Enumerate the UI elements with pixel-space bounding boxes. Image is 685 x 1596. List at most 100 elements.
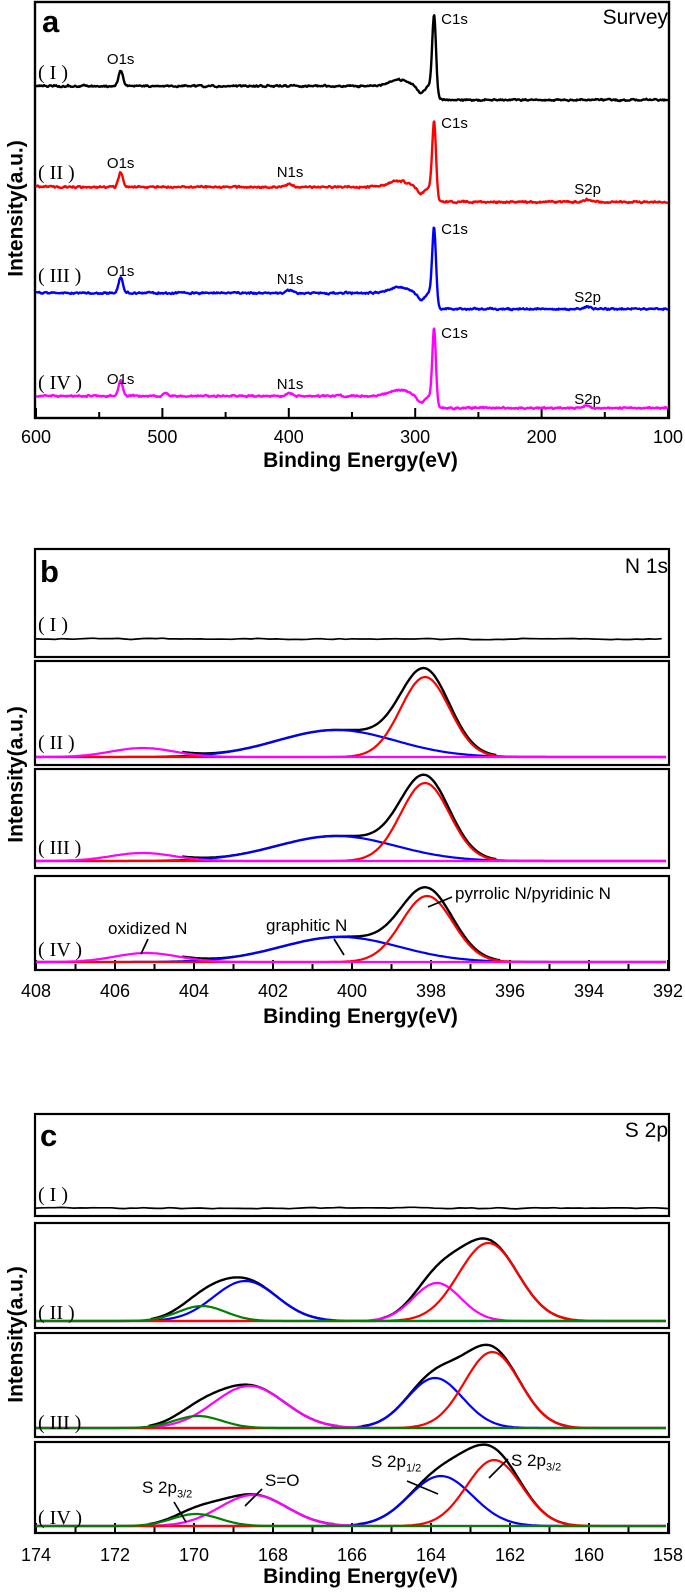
panel-frame <box>33 547 671 659</box>
peak-label: O1s <box>106 51 135 68</box>
panel-c-y-axis-title: Intensity(a.u.) <box>4 1266 28 1403</box>
series-label: ( I ) <box>38 62 68 84</box>
fit-component-curve <box>36 728 666 759</box>
panel-b-x-axis-title: Binding Energy(eV) <box>263 1005 458 1028</box>
panel-c-title: S 2p <box>624 1119 668 1142</box>
x-tick-label: 404 <box>178 981 210 1001</box>
series-label: ( II ) <box>38 732 75 754</box>
annotation-subscript: 3/2 <box>545 1461 562 1474</box>
pointer-line <box>406 1480 439 1495</box>
panel-frame <box>33 1112 671 1218</box>
fit-component-curve <box>36 1376 666 1430</box>
annotation: S 2p3/2 <box>511 1452 561 1473</box>
panel-frame <box>33 1331 671 1439</box>
series-label: ( III ) <box>38 837 82 859</box>
fit-component-curve <box>36 1350 666 1430</box>
x-tick-label: 100 <box>652 427 684 447</box>
panel-c-letter: c <box>40 1118 58 1153</box>
panel-frame <box>33 659 671 767</box>
fit-component-curve <box>36 1512 666 1528</box>
annotation-text: oxidized N <box>108 919 188 938</box>
x-tick-label: 300 <box>400 427 431 447</box>
peak-label: C1s <box>441 221 468 238</box>
fit-component-curve <box>36 675 666 759</box>
x-tick-label: 406 <box>99 981 131 1001</box>
peak-label: S2p <box>574 181 601 198</box>
panel-a-title: Survey <box>602 6 668 29</box>
x-tick-label: 174 <box>20 1545 52 1565</box>
panel-frame <box>33 1440 671 1535</box>
x-tick-label: 158 <box>652 1545 684 1565</box>
noise-curve <box>35 1206 669 1210</box>
fit-component-curve <box>36 781 666 863</box>
peak-label: C1s <box>441 115 468 132</box>
fit-component-curve <box>36 1384 666 1430</box>
pointer-line <box>333 938 345 956</box>
panel-b-y-axis-title: Intensity(a.u.) <box>4 706 28 843</box>
fit-component-curve <box>36 1458 666 1528</box>
series-label: ( IV ) <box>38 372 83 394</box>
x-tick-label: 400 <box>273 427 304 447</box>
peak-label: C1s <box>441 325 468 342</box>
pointer-line <box>173 1501 187 1523</box>
panel-frame <box>33 874 671 972</box>
panel-frame <box>33 1221 671 1330</box>
pointer-line <box>140 938 149 955</box>
pointer-line <box>244 1488 263 1507</box>
pointer-line <box>488 1458 509 1479</box>
series-label: ( II ) <box>38 162 75 184</box>
x-tick-label: 172 <box>99 1545 131 1565</box>
peak-label: S2p <box>574 289 601 306</box>
annotation-text: S=O <box>265 1471 300 1490</box>
x-tick-label: 166 <box>336 1545 368 1565</box>
spectrum-curve <box>35 327 669 411</box>
annotation-text: S 2p <box>511 1451 546 1470</box>
series-label: ( IV ) <box>38 939 83 961</box>
series-label: ( III ) <box>38 1412 82 1434</box>
annotation-text: S 2p <box>371 1452 406 1471</box>
fit-component-curve <box>36 1281 666 1323</box>
annotation-text: S 2p <box>142 1478 177 1497</box>
series-label: ( I ) <box>38 614 68 636</box>
x-tick-label: 396 <box>494 981 526 1001</box>
fit-component-curve <box>36 834 666 863</box>
pointer-line <box>427 896 453 908</box>
x-tick-label: 398 <box>415 981 447 1001</box>
fit-envelope-curve <box>182 773 497 861</box>
x-tick-label: 408 <box>20 981 52 1001</box>
annotation-text: graphitic N <box>266 916 348 935</box>
annotation: oxidized N <box>108 920 187 937</box>
fit-component-curve <box>36 1414 666 1430</box>
peak-label: O1s <box>106 263 135 280</box>
annotation-subscript: 1/2 <box>405 1462 422 1475</box>
peak-label: C1s <box>441 11 468 28</box>
x-tick-label: 200 <box>526 427 557 447</box>
spectrum-curve <box>34 14 669 103</box>
peak-label: S2p <box>574 391 601 408</box>
spectrum-curve <box>35 120 669 205</box>
annotation: S=O <box>265 1472 300 1489</box>
panel-frame <box>33 767 671 870</box>
x-tick-label: 170 <box>178 1545 210 1565</box>
fit-component-curve <box>36 1474 666 1528</box>
peak-label: O1s <box>106 371 135 388</box>
panel-frame <box>33 0 671 420</box>
peak-label: N1s <box>276 376 304 393</box>
peak-label: O1s <box>106 155 135 172</box>
peak-label: N1s <box>276 164 304 181</box>
series-label: ( I ) <box>38 1184 68 1206</box>
x-tick-label: 160 <box>573 1545 605 1565</box>
panel-c-x-axis-title: Binding Energy(eV) <box>263 1565 458 1588</box>
x-tick-label: 392 <box>652 981 684 1001</box>
annotation: S 2p3/2 <box>142 1479 192 1500</box>
x-tick-label: 400 <box>336 981 368 1001</box>
annotation: graphitic N <box>266 917 347 934</box>
fit-component-curve <box>36 1241 666 1323</box>
panel-a-x-axis-title: Binding Energy(eV) <box>263 449 458 472</box>
spectrum-curve <box>35 226 669 312</box>
peak-label: N1s <box>276 271 304 288</box>
x-tick-label: 402 <box>257 981 289 1001</box>
fit-component-curve <box>36 935 666 964</box>
